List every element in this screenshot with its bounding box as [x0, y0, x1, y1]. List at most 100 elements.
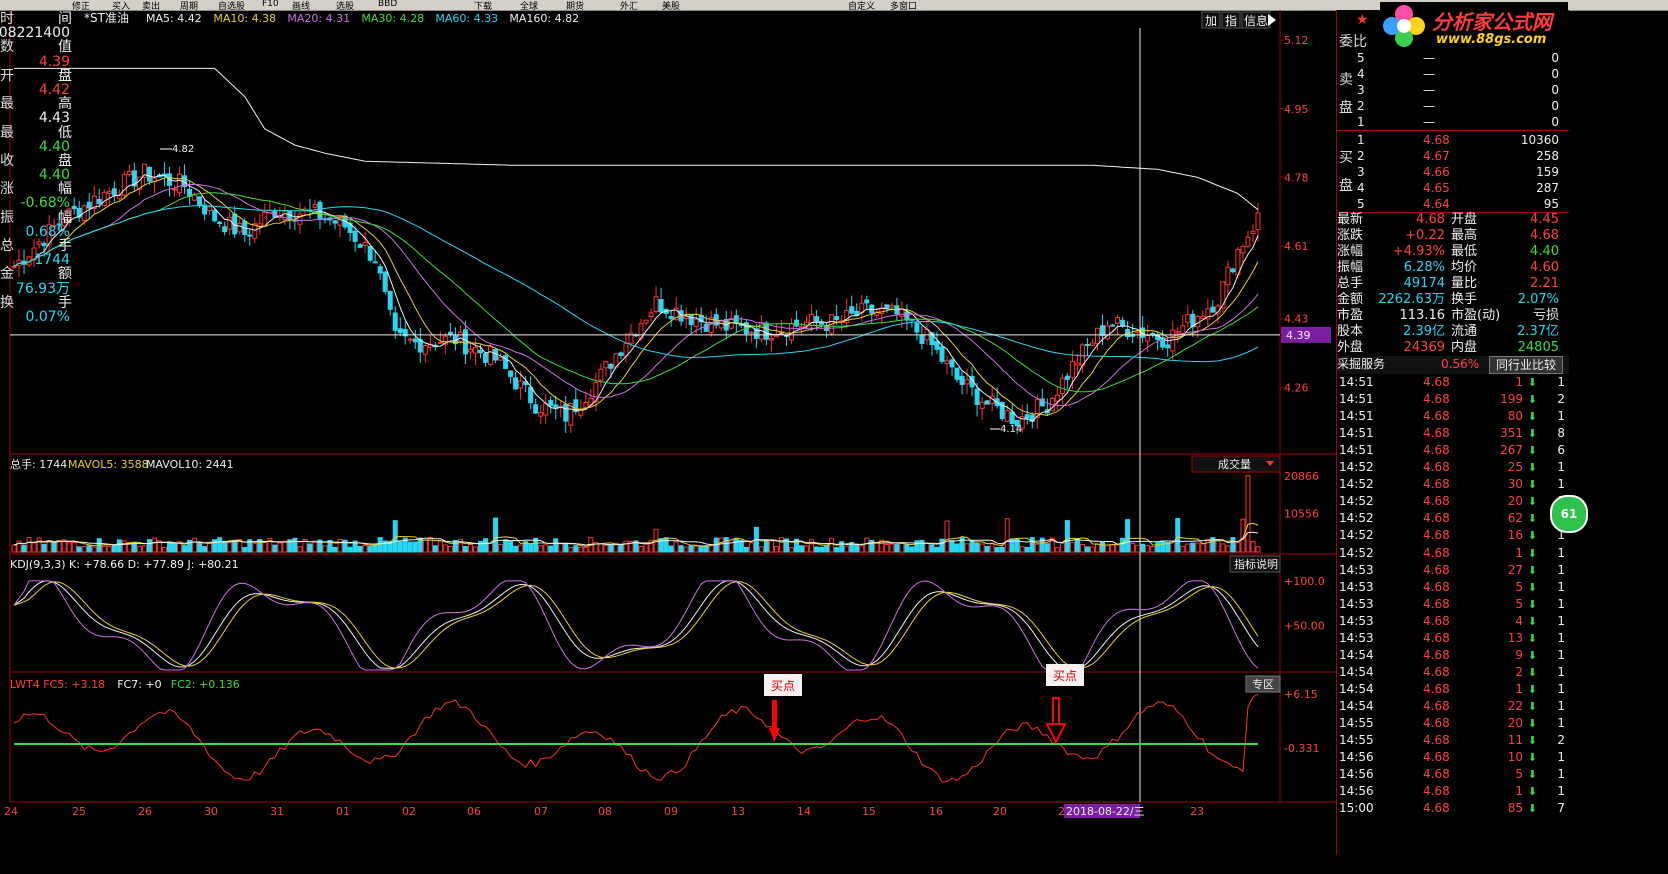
candle-body: [382, 271, 388, 292]
info-value: 盘: [58, 67, 72, 84]
down-arrow-icon: ⬇: [1527, 512, 1537, 526]
sector-pct: 0.56%: [1441, 357, 1480, 371]
candle-body: [61, 221, 67, 227]
star-icon[interactable]: ★: [1356, 12, 1369, 28]
volume-bar: [182, 545, 188, 553]
volume-bar: [698, 545, 704, 553]
volume-bar: [262, 541, 268, 553]
lwt-tick: +6.15: [1284, 688, 1318, 701]
tick-time: 14:54: [1339, 681, 1374, 696]
float-badge[interactable]: 61: [1550, 495, 1588, 533]
book-volume: 95: [1543, 197, 1559, 211]
tick-price: 4.68: [1423, 528, 1450, 543]
candle-body: [1205, 308, 1211, 320]
candle-body: [352, 230, 358, 242]
volume-bar: [839, 541, 845, 553]
date-tick: 24: [4, 805, 18, 818]
volume-bar: [1110, 544, 1116, 553]
tick-price: 4.68: [1423, 392, 1450, 407]
volume-bar: [1180, 545, 1186, 553]
info-value: 幅: [58, 181, 72, 198]
volume-bar: [824, 544, 830, 553]
toolbar-item[interactable]: 周期: [180, 2, 199, 12]
price-tick: 4.43: [1284, 313, 1309, 326]
volume-bar: [864, 537, 870, 553]
toolbar-item[interactable]: BBD: [378, 0, 398, 9]
candle-body: [598, 368, 604, 381]
toolbar-item[interactable]: 卖出: [142, 2, 161, 12]
sector-compare-button[interactable]: 同行业比较: [1489, 356, 1563, 374]
tick-row: 14:55 4.68 20 ⬇ 1: [1337, 715, 1569, 732]
candle-body: [407, 338, 413, 341]
book-volume: 10360: [1520, 133, 1559, 147]
volume-bar: [603, 545, 609, 553]
stat-value: 113.16: [1399, 308, 1446, 323]
book-price: —: [1423, 51, 1435, 65]
volume-bar: [307, 543, 313, 553]
info-row: 4.40: [0, 168, 74, 182]
toolbar-item[interactable]: 画线: [292, 2, 311, 12]
candle-body: [1145, 335, 1151, 342]
date-tick: 26: [138, 805, 152, 818]
volume-bar: [623, 540, 629, 553]
volume-bar: [849, 542, 855, 553]
volume-bar: [437, 540, 443, 553]
volume-bar: [663, 537, 669, 553]
volume-bar: [1255, 546, 1261, 553]
toolbar-item[interactable]: 多窗口: [890, 2, 918, 12]
volume-bar: [156, 540, 162, 553]
tick-price: 4.68: [1423, 801, 1450, 816]
down-arrow-icon: ⬇: [1527, 393, 1537, 407]
volume-bar: [11, 544, 17, 553]
toolbar-item[interactable]: 自定义: [848, 2, 876, 12]
toolbar-item[interactable]: 美股: [662, 2, 681, 12]
book-volume: 0: [1551, 67, 1559, 81]
candle-body: [1084, 344, 1090, 347]
toolbar-item[interactable]: 期货: [566, 2, 585, 12]
toolbar-item[interactable]: 自选股: [218, 2, 246, 12]
toolbar-item[interactable]: 下载: [474, 2, 493, 12]
volume-bar: [1150, 545, 1156, 553]
tick-price: 4.68: [1423, 511, 1450, 526]
volume-bar: [1190, 542, 1196, 553]
volume-bar: [523, 541, 529, 553]
volume-bar: [1049, 537, 1055, 553]
candle-body: [578, 408, 584, 416]
volume-bar: [177, 541, 183, 553]
toolbar-item[interactable]: F10: [262, 0, 279, 9]
candle-body: [136, 176, 142, 190]
toolbar-item[interactable]: 选股: [336, 2, 355, 12]
candle-body: [397, 328, 403, 334]
book-level: 4: [1357, 67, 1365, 81]
volume-mavol5: MAVOL5: 3588: [68, 458, 149, 471]
volume-bar: [227, 542, 233, 553]
toolbar-item[interactable]: 修正: [72, 2, 91, 12]
quote-panel: 委比 5—0 4—0 3—0 2—0 1—0 1 4.68 10360 2 4.67 258 3 4.66…: [1336, 10, 1569, 855]
volume-bar: [417, 537, 423, 553]
tick-volume: 20: [1507, 494, 1523, 509]
ma-legend: MA5: 4.42: [146, 12, 202, 25]
chart-canvas[interactable]: *ST准油 MA5: 4.42 MA10: 4.38 MA20: 4.31 MA30: …: [0, 0, 1336, 874]
candle-body: [498, 356, 504, 361]
info-row: 换手: [0, 296, 74, 310]
volume-bar: [994, 546, 1000, 553]
volume-bar: [1039, 537, 1045, 553]
toolbar-item[interactable]: 全球: [520, 2, 539, 12]
info-label: 最: [0, 124, 18, 141]
volume-bar: [427, 537, 433, 553]
volume-bar: [939, 538, 945, 553]
toolbar-item[interactable]: 买入: [112, 2, 131, 12]
candle-body: [467, 348, 473, 353]
candle-body: [593, 382, 599, 402]
candle-body: [668, 316, 674, 320]
volume-bar: [1064, 520, 1070, 553]
candle-body: [488, 346, 494, 365]
book-price: 4.65: [1423, 181, 1450, 195]
volume-bar: [688, 545, 694, 553]
toolbar-item[interactable]: 外汇: [620, 2, 639, 12]
volume-bar: [1215, 538, 1221, 553]
tick-row: 14:54 4.68 1 ⬇ 1: [1337, 681, 1569, 698]
volume-bar: [146, 539, 152, 553]
buy-point-box: [764, 674, 802, 696]
candle-body: [799, 325, 805, 328]
